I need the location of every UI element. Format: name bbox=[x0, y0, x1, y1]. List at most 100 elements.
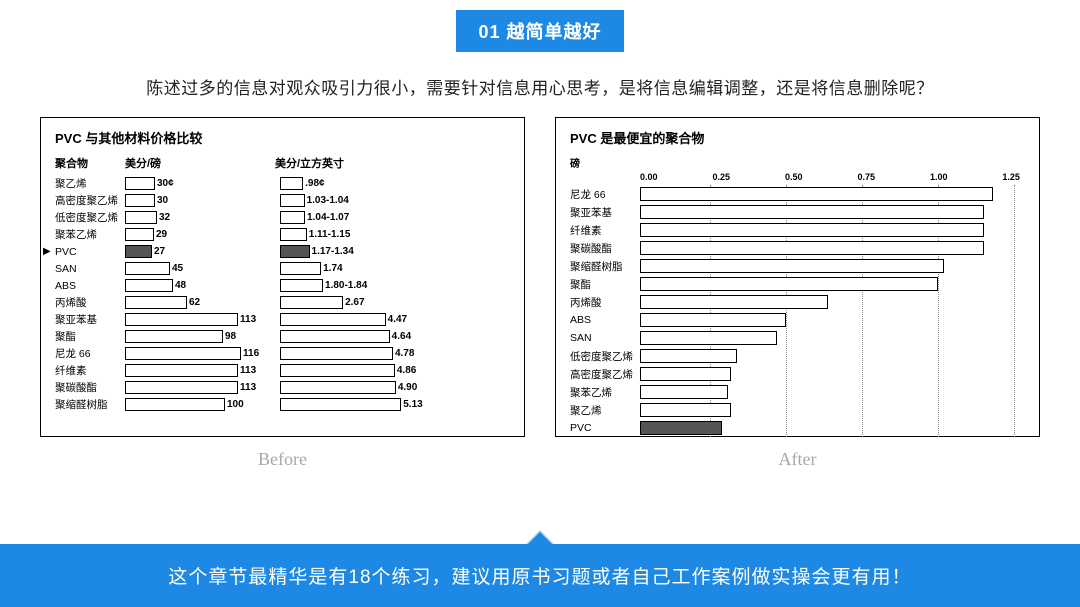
after-row: 丙烯酸 bbox=[640, 293, 1020, 311]
bar-lb-value: 45 bbox=[172, 263, 183, 274]
after-row: 聚苯乙烯 bbox=[640, 383, 1020, 401]
bar-lb bbox=[125, 296, 187, 309]
bar-lb-value: 116 bbox=[243, 348, 259, 359]
bar-in3 bbox=[280, 211, 305, 224]
captions: Before After bbox=[0, 437, 1080, 470]
after-row: 尼龙 66 bbox=[640, 185, 1020, 203]
row-label: 聚苯乙烯 bbox=[55, 227, 125, 242]
bar-lb bbox=[125, 194, 155, 207]
bar-lb-value: 113 bbox=[240, 314, 256, 325]
after-row: 纤维素 bbox=[640, 221, 1020, 239]
bar-in3-value: 1.74 bbox=[323, 263, 342, 274]
before-row: 低密度聚乙烯321.04-1.07 bbox=[55, 209, 510, 226]
row-label: 聚乙烯 bbox=[55, 176, 125, 191]
bar-lb-zone: 30 bbox=[125, 193, 280, 208]
bar-in3 bbox=[280, 262, 321, 275]
bar-in3-zone: 4.86 bbox=[280, 363, 450, 378]
after-bar bbox=[640, 259, 944, 273]
before-row: 尼龙 661164.78 bbox=[55, 345, 510, 362]
axis-tick: 0.50 bbox=[785, 172, 803, 182]
bar-lb-zone: 48 bbox=[125, 278, 280, 293]
after-title: PVC 是最便宜的聚合物 bbox=[570, 128, 1025, 147]
after-row: 聚碳酸酯 bbox=[640, 239, 1020, 257]
bar-lb-value: 29 bbox=[156, 229, 167, 240]
after-bar bbox=[640, 277, 938, 291]
after-row: 聚缩醛树脂 bbox=[640, 257, 1020, 275]
bar-lb bbox=[125, 245, 152, 258]
row-label: 聚酯 bbox=[55, 329, 125, 344]
footer-text: 这个章节最精华是有18个练习，建议用原书习题或者自己工作案例做实操会更有用！ bbox=[168, 567, 911, 588]
before-headers: 聚合物 美分/磅 美分/立方英寸 bbox=[55, 155, 510, 171]
bar-in3-value: 4.47 bbox=[388, 314, 407, 325]
bar-in3 bbox=[280, 194, 305, 207]
row-label: 纤维素 bbox=[55, 363, 125, 378]
footer-callout: 这个章节最精华是有18个练习，建议用原书习题或者自己工作案例做实操会更有用！ bbox=[0, 544, 1080, 607]
before-row: 聚亚苯基1134.47 bbox=[55, 311, 510, 328]
bar-in3-value: 1.17-1.34 bbox=[312, 246, 354, 257]
after-row: ABS bbox=[640, 311, 1020, 329]
bar-lb-zone: 116 bbox=[125, 346, 280, 361]
bar-in3-zone: .98¢ bbox=[280, 176, 450, 191]
header: 01 越简单越好 bbox=[0, 0, 1080, 52]
before-row: ABS48 1.80-1.84 bbox=[55, 277, 510, 294]
after-rows: 尼龙 66聚亚苯基纤维素聚碳酸酯聚缩醛树脂聚酯丙烯酸ABSSAN低密度聚乙烯高密… bbox=[640, 185, 1020, 437]
after-bar bbox=[640, 187, 993, 201]
bar-in3-value: 1.80-1.84 bbox=[325, 280, 367, 291]
row-label: 丙烯酸 bbox=[55, 295, 125, 310]
row-label: PVC bbox=[55, 246, 125, 258]
before-panel: PVC 与其他材料价格比较 聚合物 美分/磅 美分/立方英寸 聚乙烯30¢.98… bbox=[40, 117, 525, 437]
row-label: SAN bbox=[55, 263, 125, 275]
pointer-icon: ▶ bbox=[43, 246, 51, 257]
bar-lb-value: 62 bbox=[189, 297, 200, 308]
after-bar bbox=[640, 205, 984, 219]
after-row-label: 聚亚苯基 bbox=[570, 205, 640, 220]
row-label: ABS bbox=[55, 280, 125, 292]
col-in3: 美分/立方英寸 bbox=[275, 155, 344, 171]
before-rows: 聚乙烯30¢.98¢高密度聚乙烯301.03-1.04低密度聚乙烯321.04-… bbox=[55, 175, 510, 413]
bar-in3-zone: 5.13 bbox=[280, 397, 450, 412]
bar-lb-value: 30 bbox=[157, 195, 168, 206]
axis-tick: 0.00 bbox=[640, 172, 658, 182]
bar-in3-value: 4.90 bbox=[398, 382, 417, 393]
after-row: 低密度聚乙烯 bbox=[640, 347, 1020, 365]
before-row: 纤维素1134.86 bbox=[55, 362, 510, 379]
bar-in3-value: 1.03-1.04 bbox=[307, 195, 349, 206]
footer-arrow-icon-inner bbox=[528, 532, 552, 544]
bar-in3 bbox=[280, 313, 386, 326]
col-polymer: 聚合物 bbox=[55, 155, 125, 171]
bar-in3-zone: 1.74 bbox=[280, 261, 450, 276]
after-bar bbox=[640, 313, 786, 327]
bar-lb bbox=[125, 330, 223, 343]
after-axis: 0.000.250.500.751.001.25 bbox=[640, 172, 1020, 182]
after-row-label: 聚碳酸酯 bbox=[570, 241, 640, 256]
axis-tick: 0.25 bbox=[712, 172, 730, 182]
after-row-label: 丙烯酸 bbox=[570, 295, 640, 310]
bar-lb-zone: 29 bbox=[125, 227, 280, 242]
before-row: 聚苯乙烯 29 1.11-1.15 bbox=[55, 226, 510, 243]
after-bar bbox=[640, 367, 731, 381]
after-bar bbox=[640, 421, 722, 435]
after-row-label: PVC bbox=[570, 422, 640, 434]
before-row: 聚酯984.64 bbox=[55, 328, 510, 345]
bar-in3-zone: 1.17-1.34 bbox=[280, 244, 450, 259]
bar-lb bbox=[125, 398, 225, 411]
after-bar bbox=[640, 385, 728, 399]
bar-in3 bbox=[280, 296, 343, 309]
bar-in3-value: 5.13 bbox=[403, 399, 422, 410]
bar-lb-value: 100 bbox=[227, 399, 244, 410]
bar-in3-value: 1.11-1.15 bbox=[309, 229, 351, 240]
before-row: 聚碳酸酯1134.90 bbox=[55, 379, 510, 396]
after-row-label: 尼龙 66 bbox=[570, 187, 640, 202]
axis-tick: 1.25 bbox=[1002, 172, 1020, 182]
bar-lb-zone: 98 bbox=[125, 329, 280, 344]
bar-lb bbox=[125, 177, 155, 190]
after-row: 高密度聚乙烯 bbox=[640, 365, 1020, 383]
bar-in3 bbox=[280, 245, 310, 258]
bar-in3 bbox=[280, 330, 390, 343]
bar-lb-zone: 62 bbox=[125, 295, 280, 310]
bar-in3-zone: 1.04-1.07 bbox=[280, 210, 450, 225]
after-row-label: SAN bbox=[570, 332, 640, 344]
bar-lb-value: 30¢ bbox=[157, 178, 174, 189]
after-row-label: 聚酯 bbox=[570, 277, 640, 292]
after-row: 聚亚苯基 bbox=[640, 203, 1020, 221]
